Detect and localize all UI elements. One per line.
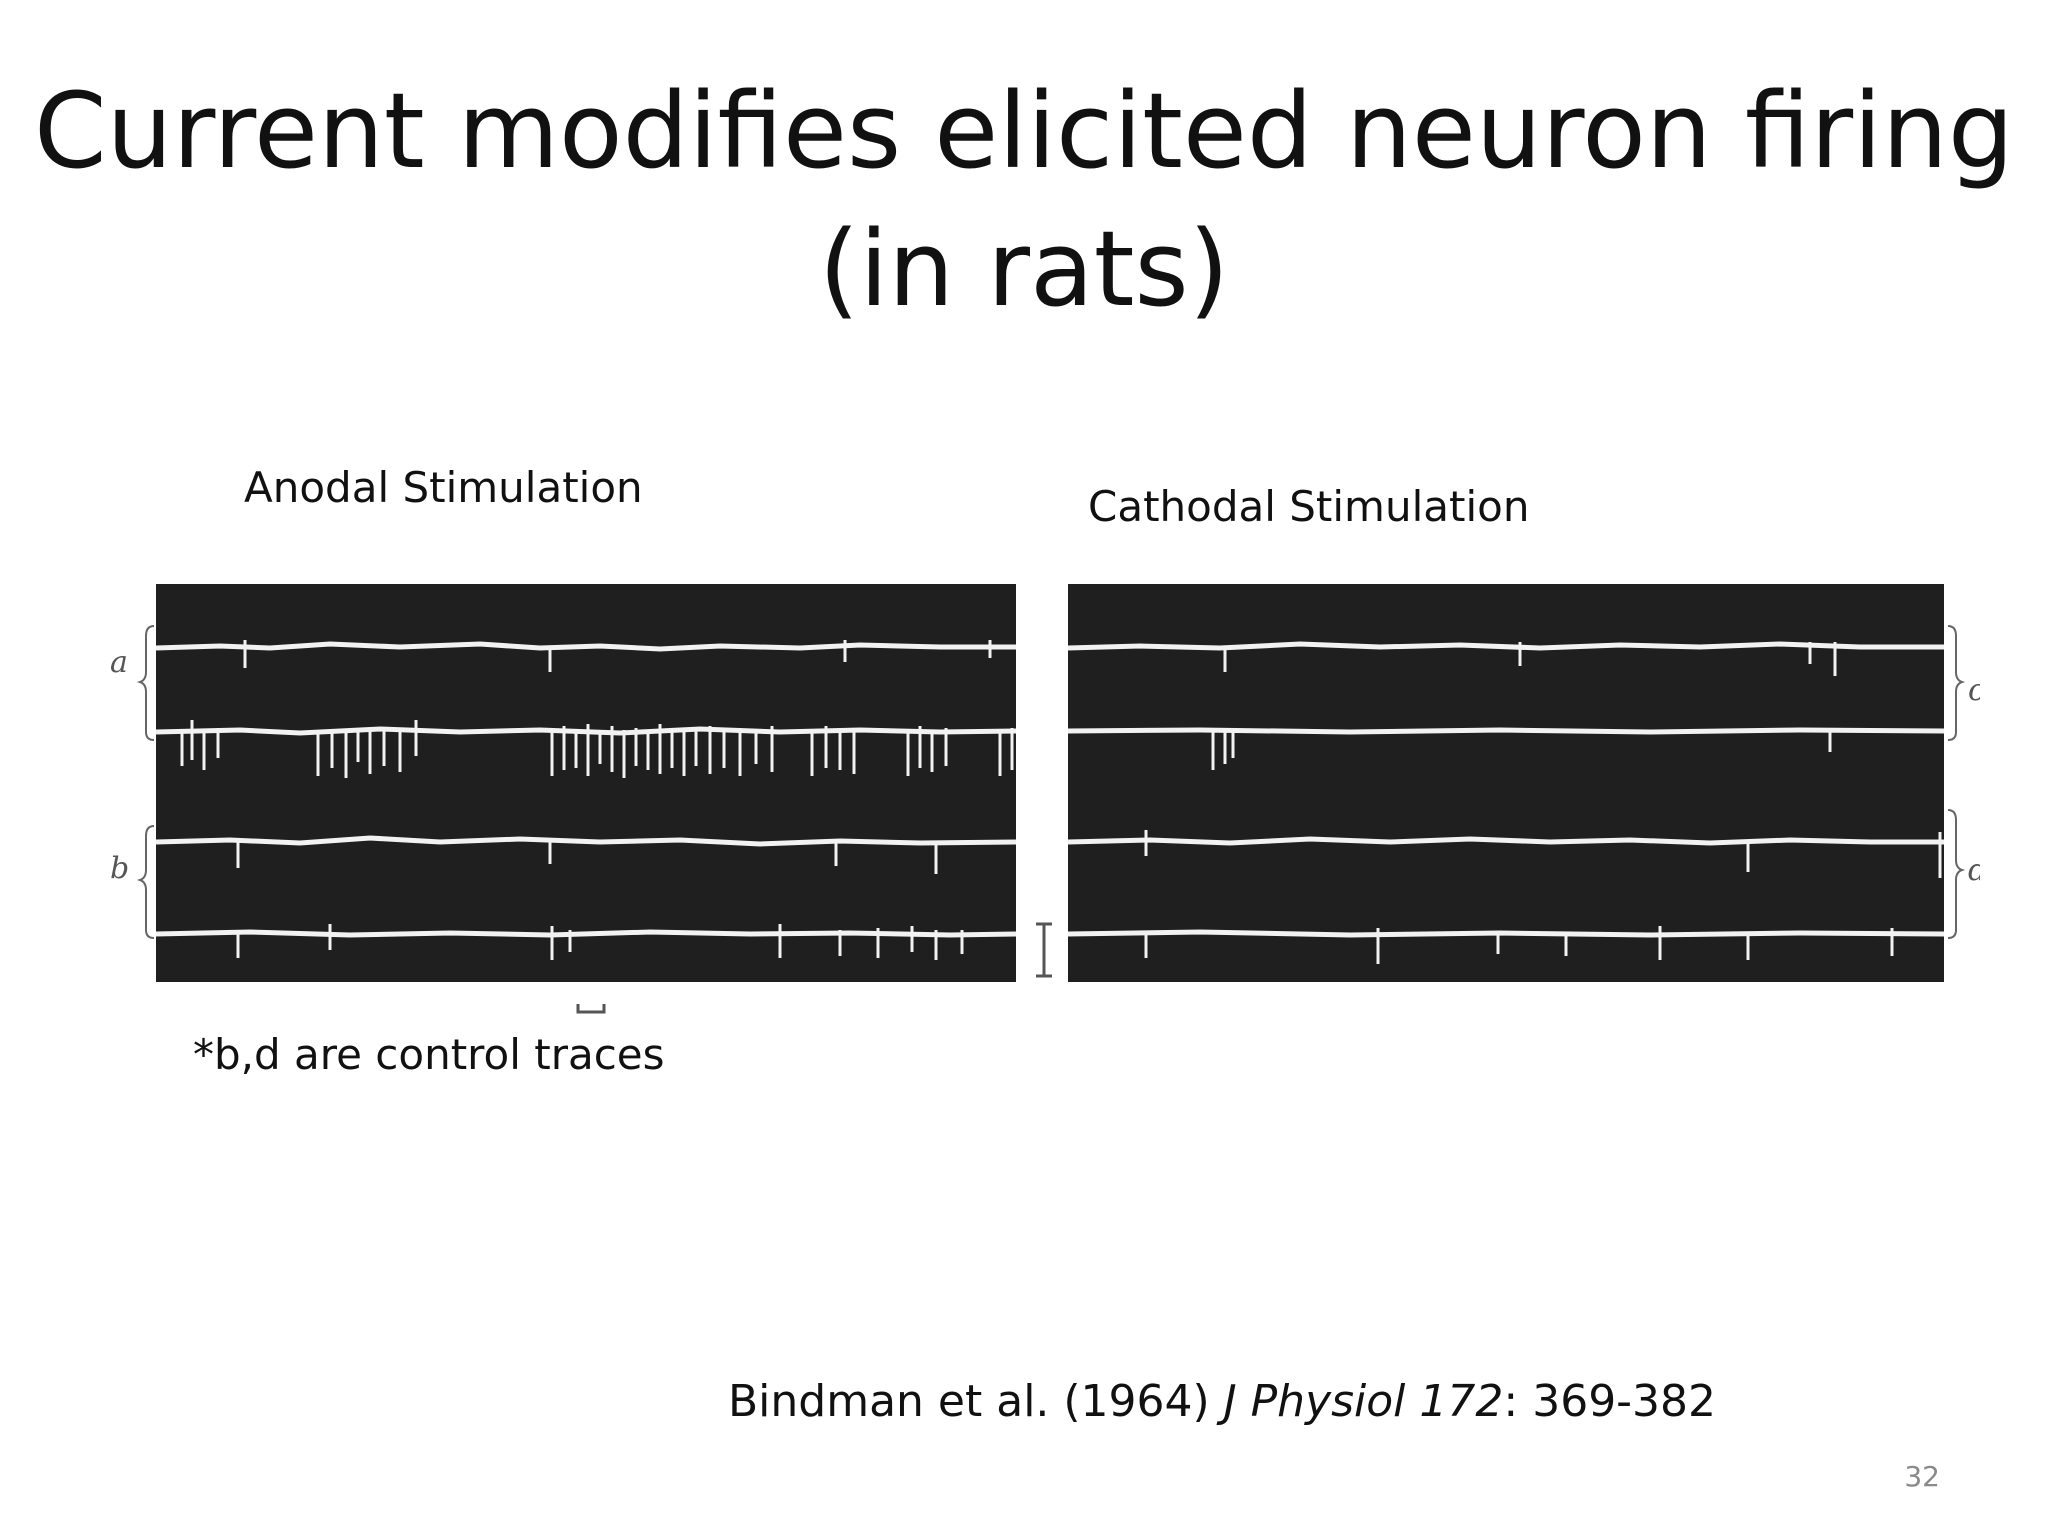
citation-pages: : 369-382 <box>1503 1376 1717 1427</box>
trace-a-spikes <box>243 640 992 672</box>
trace-c-upper <box>1067 641 1944 651</box>
anodal-trace-panel <box>156 584 1016 982</box>
slide-title: Current modifies elicited neuron firing … <box>0 62 2048 338</box>
brace-a <box>136 625 155 741</box>
cathodal-traces <box>1067 641 1945 964</box>
citation: Bindman et al. (1964) J Physiol 172: 369… <box>728 1376 1716 1427</box>
trace-b-upper <box>155 835 1017 847</box>
page-number: 32 <box>1904 1460 1940 1493</box>
time-scale-bar <box>576 1004 606 1014</box>
cathodal-stimulation-label: Cathodal Stimulation <box>1088 482 1530 531</box>
brace-b <box>136 825 155 939</box>
trace-d-spikes <box>1144 830 1942 964</box>
left-braces <box>136 625 155 939</box>
label-c: c <box>1968 673 1980 708</box>
control-traces-note: *b,d are control traces <box>193 1030 665 1079</box>
slide-title-line-2: (in rats) <box>818 208 1230 330</box>
label-a: a <box>110 645 128 680</box>
trace-d-lower <box>1067 929 1945 938</box>
citation-authors-year: Bindman et al. (1964) <box>728 1376 1224 1427</box>
brace-c <box>1947 625 1966 741</box>
trace-figure-svg: a b c d <box>110 584 1987 1014</box>
trace-b-spikes <box>236 842 964 960</box>
neuron-firing-figure: a b c d <box>100 580 1987 1025</box>
trace-a-burst-spikes <box>180 720 1014 778</box>
trace-b-lower <box>155 929 1017 938</box>
trace-a-lower <box>155 726 1017 736</box>
trace-c-spikes <box>1211 642 1837 770</box>
trace-d-upper <box>1067 836 1944 846</box>
voltage-scale-bar <box>1036 922 1052 978</box>
label-b: b <box>110 851 129 886</box>
trace-c-lower <box>1067 727 1945 735</box>
citation-journal: J Physiol <box>1223 1376 1406 1427</box>
slide-title-line-1: Current modifies elicited neuron firing <box>34 70 2014 192</box>
trace-a-upper <box>155 641 1016 652</box>
anodal-traces <box>155 640 1017 960</box>
right-braces <box>1947 625 1966 939</box>
label-d: d <box>1968 853 1980 888</box>
anodal-stimulation-label: Anodal Stimulation <box>244 463 643 512</box>
brace-d <box>1947 809 1966 939</box>
citation-volume: 172 <box>1419 1376 1504 1427</box>
